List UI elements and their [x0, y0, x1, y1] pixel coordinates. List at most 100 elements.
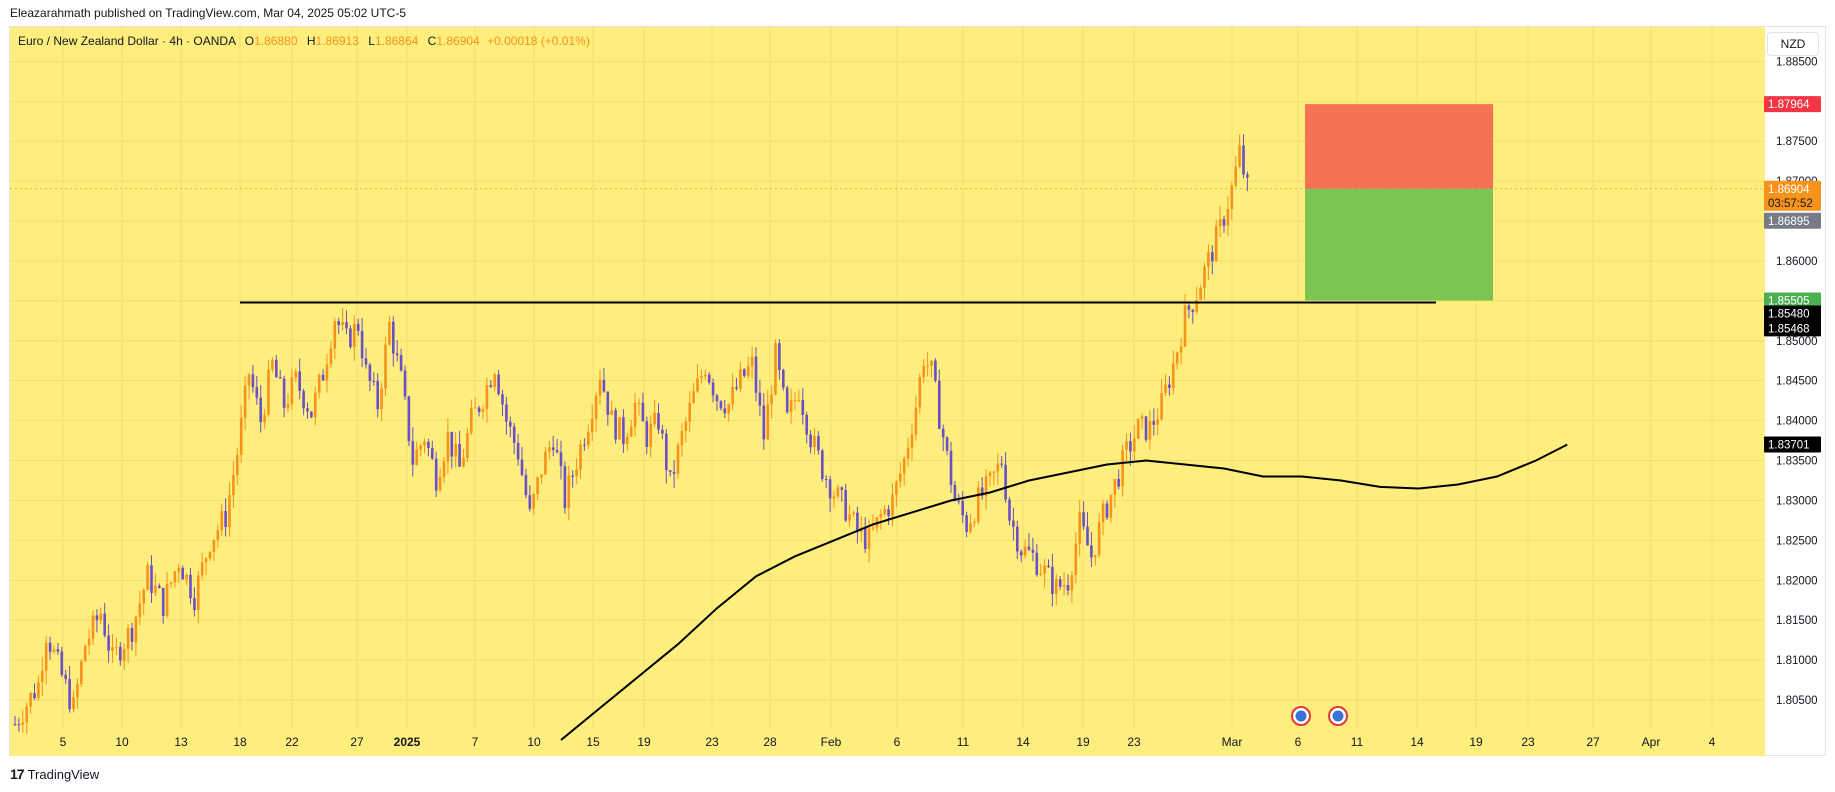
x-tick-label: 22 — [285, 735, 299, 749]
candle-body — [489, 385, 493, 387]
candle-body — [1031, 549, 1035, 553]
candle-body — [984, 476, 988, 496]
candle-body — [239, 417, 243, 455]
candle-body — [493, 374, 496, 387]
candle-body — [657, 412, 660, 430]
candle-body — [33, 692, 36, 699]
price-label-bg — [1764, 305, 1821, 322]
candle-body — [477, 407, 481, 412]
candle-body — [275, 359, 278, 378]
currency-button[interactable]: NZD — [1767, 32, 1819, 56]
candle-body — [1140, 416, 1144, 419]
candle-body — [450, 431, 454, 457]
candle-body — [696, 377, 699, 392]
candle-body — [797, 399, 801, 401]
candle-body — [41, 670, 44, 683]
candle-body — [1164, 384, 1167, 393]
candle-body — [302, 390, 305, 409]
candle-body — [403, 370, 407, 397]
candle-body — [473, 407, 477, 409]
candle-body — [559, 452, 563, 467]
y-tick-label: 1.81500 — [1776, 615, 1818, 627]
candle-body — [423, 441, 426, 446]
candle-body — [1082, 512, 1085, 527]
candle-body — [360, 331, 364, 359]
candle-body — [828, 479, 832, 499]
candle-body — [193, 598, 196, 610]
candle-body — [212, 539, 216, 553]
x-tick-label: 14 — [1410, 735, 1424, 749]
candle-body — [645, 421, 649, 447]
candle-body — [626, 436, 629, 445]
x-tick-label: 10 — [115, 735, 129, 749]
x-tick-label: 13 — [174, 735, 188, 749]
candle-body — [431, 447, 434, 459]
candle-body — [1039, 573, 1042, 575]
candle-body — [17, 724, 21, 726]
candle-body — [48, 642, 52, 652]
candle-body — [263, 414, 266, 423]
candle-body — [957, 500, 961, 502]
candle-body — [840, 487, 844, 490]
x-tick-label: 4 — [1709, 735, 1716, 749]
tradingview-logo-icon: 17 — [10, 766, 25, 782]
candle-body — [910, 434, 914, 448]
candle-body — [427, 441, 430, 448]
candle-body — [1105, 503, 1109, 518]
close-label: C — [427, 34, 437, 48]
x-axis: 5 10 13 18 22 27 2025 7 10 15 19 23 28 Feb 6 11 14 19 23 Ma… — [60, 735, 1716, 749]
candle-body — [1066, 585, 1070, 591]
candle-body — [392, 321, 395, 354]
price-label-value: 1.85480 — [1768, 308, 1810, 320]
candle-body — [782, 370, 785, 388]
candle-body — [271, 359, 274, 370]
candle-body — [715, 395, 719, 402]
candle-body — [251, 374, 255, 388]
footer-brand[interactable]: 17 TradingView — [10, 766, 99, 782]
grid-lines — [10, 27, 1765, 728]
chart-legend: Euro / New Zealand Dollar · 4h · OANDA O… — [18, 34, 590, 48]
candle-body — [95, 615, 99, 621]
x-tick-label: Mar — [1222, 735, 1243, 749]
brand-name: TradingView — [27, 766, 100, 782]
candle-body — [111, 647, 114, 651]
open-label: O — [244, 34, 255, 48]
candle-body — [1214, 226, 1218, 262]
candle-body — [1012, 520, 1015, 527]
candle-body — [368, 364, 372, 381]
symbol-title[interactable]: Euro / New Zealand Dollar · 4h · OANDA — [18, 34, 236, 48]
candle-body — [622, 417, 625, 445]
y-tick-label: 1.88500 — [1776, 56, 1818, 68]
candle-body — [466, 432, 469, 458]
candle-body — [325, 364, 329, 381]
y-tick-label: 1.86000 — [1776, 256, 1818, 268]
candle-body — [1090, 545, 1093, 558]
candle-body — [1148, 421, 1152, 440]
candle-body — [1019, 551, 1023, 556]
candle-body — [1094, 554, 1097, 558]
y-tick-label: 1.85000 — [1776, 336, 1818, 348]
candle-body — [540, 474, 543, 478]
candles — [13, 134, 1249, 734]
candle-body — [411, 441, 415, 465]
candle-body — [906, 447, 910, 459]
candle-body — [126, 627, 130, 649]
candle-body — [1222, 219, 1226, 226]
candle-body — [243, 385, 247, 418]
candle-body — [1109, 494, 1113, 518]
candle-body — [941, 428, 945, 438]
candle-body — [1207, 252, 1210, 267]
candle-body — [454, 444, 457, 457]
candle-body — [21, 722, 25, 725]
candle-body — [1035, 552, 1039, 575]
candle-body — [680, 430, 684, 446]
candle-body — [594, 395, 598, 419]
candle-body — [653, 412, 656, 425]
candle-body — [532, 494, 535, 509]
candle-body — [793, 400, 797, 402]
candle-body — [434, 458, 438, 491]
candle-body — [1125, 441, 1128, 450]
candle-body — [314, 392, 317, 418]
candle-body — [1023, 546, 1027, 556]
